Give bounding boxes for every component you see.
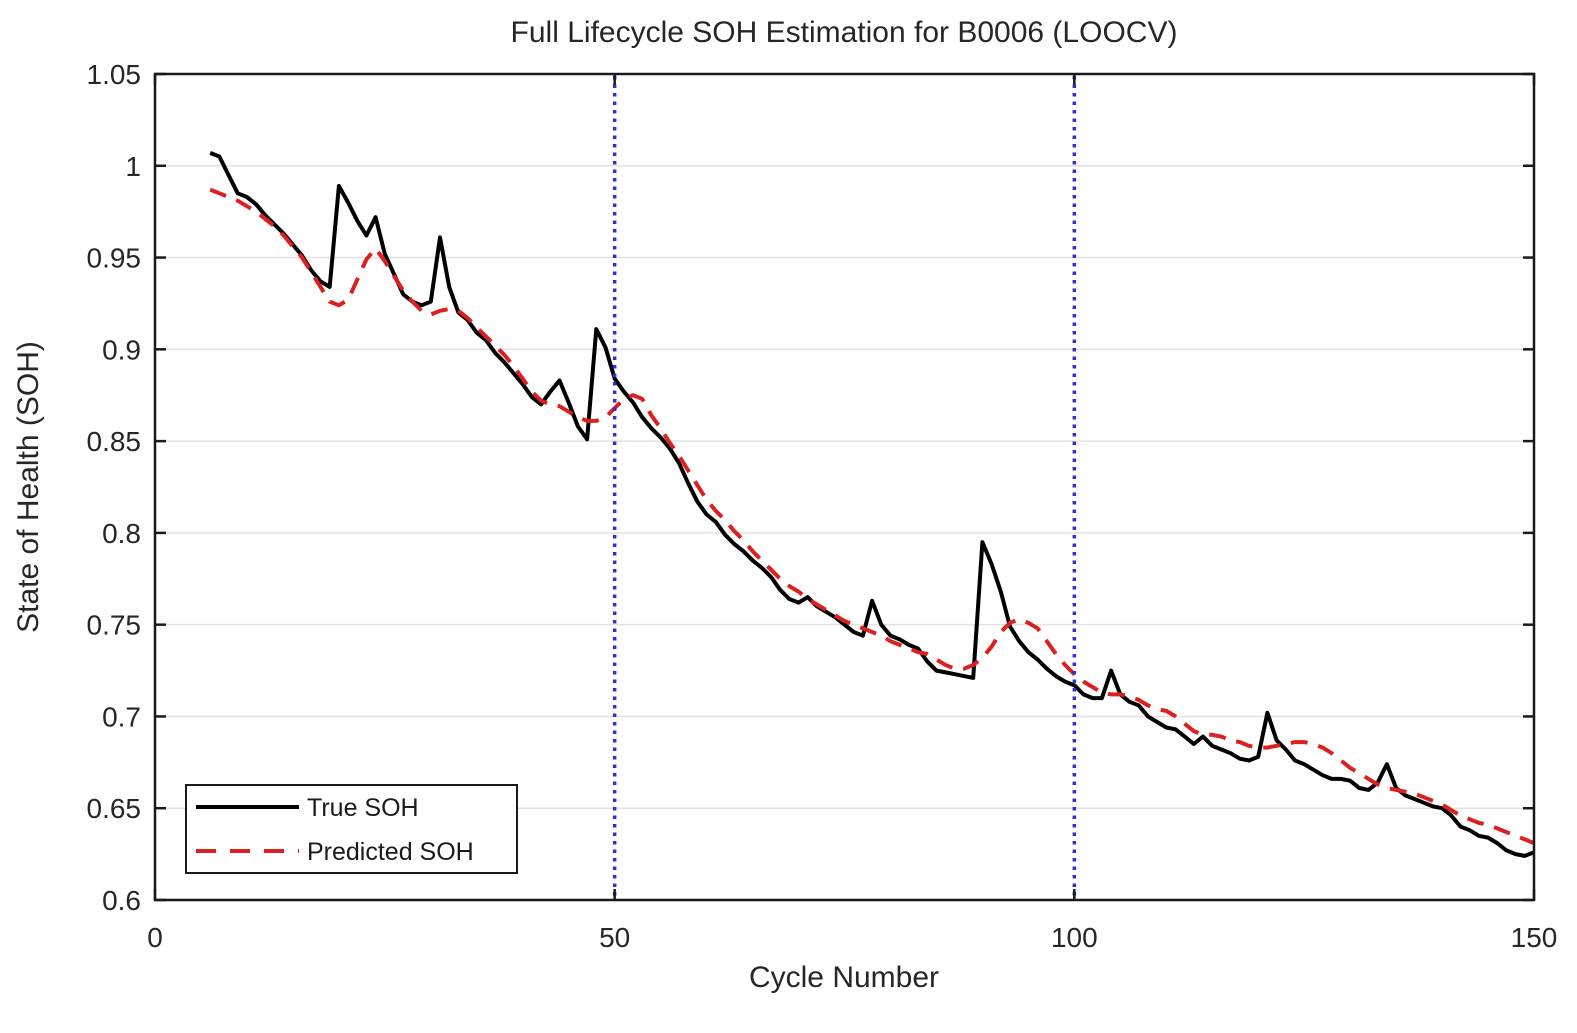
y-tick-label: 0.65 (87, 793, 142, 824)
tick-labels: 0 50 100 150 0.6 0.65 0.7 0.75 0.8 0.85 0.9 0.95 1 1.… (87, 59, 1558, 953)
y-tick-label: 0.95 (87, 243, 142, 274)
true-soh-line (209, 151, 1535, 858)
y-tick-label: 0.8 (102, 518, 141, 549)
y-tick-label: 0.7 (102, 701, 141, 732)
axis-ticks (153, 72, 1536, 902)
legend: True SOH Predicted SOH (185, 784, 518, 874)
chart-title: Full Lifecycle SOH Estimation for B0006 … (511, 16, 1178, 49)
y-tick-label: 0.75 (87, 610, 142, 641)
legend-box (185, 784, 518, 874)
predicted-soh-line (209, 187, 1535, 845)
x-tick-label: 100 (1051, 922, 1098, 953)
x-tick-label: 150 (1511, 922, 1558, 953)
data-series (209, 151, 1535, 858)
legend-predicted-soh-label: Predicted SOH (307, 838, 474, 866)
x-axis-label: Cycle Number (749, 961, 939, 994)
plot-frame (153, 72, 1536, 902)
y-tick-label: 0.6 (102, 885, 141, 916)
gridlines (155, 165, 1534, 809)
y-tick-label: 1 (125, 151, 141, 182)
x-tick-label: 0 (147, 922, 163, 953)
y-tick-label: 1.05 (87, 59, 142, 90)
legend-true-soh-label: True SOH (307, 794, 419, 822)
y-tick-label: 0.85 (87, 426, 142, 457)
x-tick-label: 50 (599, 922, 630, 953)
vertical-marker-lines (612, 76, 1077, 899)
y-tick-label: 0.9 (102, 334, 141, 365)
y-axis-label: State of Health (SOH) (12, 341, 45, 633)
